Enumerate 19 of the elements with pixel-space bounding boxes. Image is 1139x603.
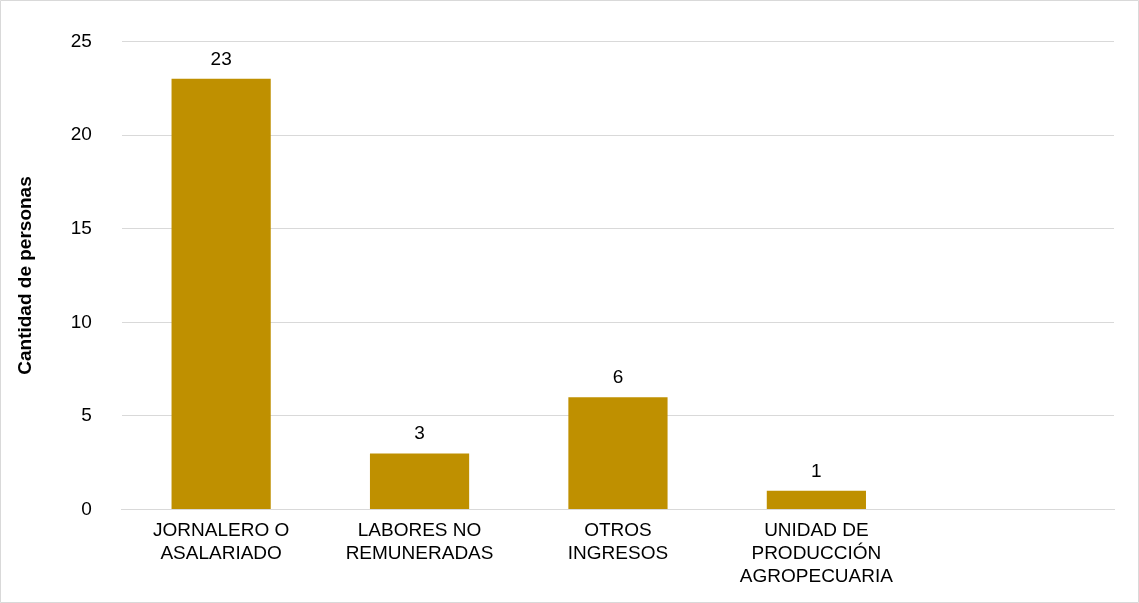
y-tick-label: 5 — [81, 404, 92, 426]
x-tick-label: UNIDAD DE PRODUCCIÓN AGROPECUARIA — [739, 519, 894, 586]
y-tick-label: 0 — [81, 497, 92, 519]
data-label: 3 — [414, 422, 425, 444]
data-label: 6 — [612, 365, 624, 387]
y-axis-title: Cantidad de personas — [13, 176, 35, 375]
x-tick-label: LABORES NO REMUNERADAS — [345, 519, 494, 564]
y-tick-label: 15 — [70, 216, 92, 238]
y-tick-label: 20 — [70, 123, 92, 145]
bar — [766, 490, 866, 510]
bar — [568, 397, 668, 510]
data-label: 23 — [210, 47, 232, 69]
data-label: 1 — [811, 459, 822, 481]
x-tick-label: OTROS INGRESOS — [567, 519, 669, 564]
bar — [369, 453, 470, 510]
y-tick-label: 10 — [70, 310, 92, 332]
y-tick-label: 25 — [70, 29, 92, 51]
bar — [171, 78, 271, 510]
x-tick-label: JORNALERO O ASALARIADO — [153, 519, 290, 564]
